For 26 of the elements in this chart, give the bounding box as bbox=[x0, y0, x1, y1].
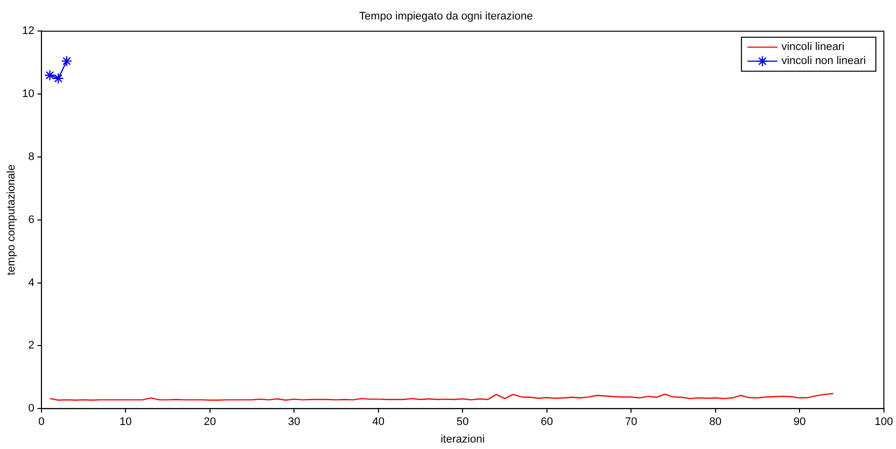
y-tick-label: 12 bbox=[22, 25, 34, 38]
y-tick-label: 2 bbox=[28, 340, 34, 352]
point bbox=[44, 70, 56, 81]
x-tick-label: 80 bbox=[709, 416, 722, 428]
x-tick-label: 30 bbox=[288, 416, 300, 428]
y-tick-label: 4 bbox=[28, 276, 34, 289]
x-tick-label: 100 bbox=[874, 416, 894, 428]
y-tick-label: 6 bbox=[28, 214, 34, 226]
x-tick-label: 40 bbox=[372, 416, 385, 428]
y-tick-label: 8 bbox=[28, 151, 34, 164]
legend-label: vincoli lineari bbox=[781, 41, 844, 54]
x-tick-label: 90 bbox=[793, 416, 806, 428]
x-tick-label: 70 bbox=[624, 416, 638, 428]
x-tick-label: 10 bbox=[120, 416, 132, 428]
y-axis-title: tempo computazionale bbox=[6, 164, 18, 276]
x-tick-label: 20 bbox=[204, 416, 216, 428]
x-tick-label: 60 bbox=[540, 416, 553, 428]
legend-label: vincoli non lineari bbox=[781, 55, 866, 68]
x-tick-label: 0 bbox=[38, 416, 44, 428]
y-tick-label: 10 bbox=[22, 88, 34, 100]
x-tick-label: 50 bbox=[456, 416, 469, 428]
point bbox=[61, 55, 72, 67]
point bbox=[52, 72, 64, 84]
chart-title: Tempo impiegato da ogni iterazione bbox=[359, 10, 533, 23]
x-axis-title: iterazioni bbox=[440, 433, 485, 446]
y-tick-label: 0 bbox=[28, 402, 34, 415]
